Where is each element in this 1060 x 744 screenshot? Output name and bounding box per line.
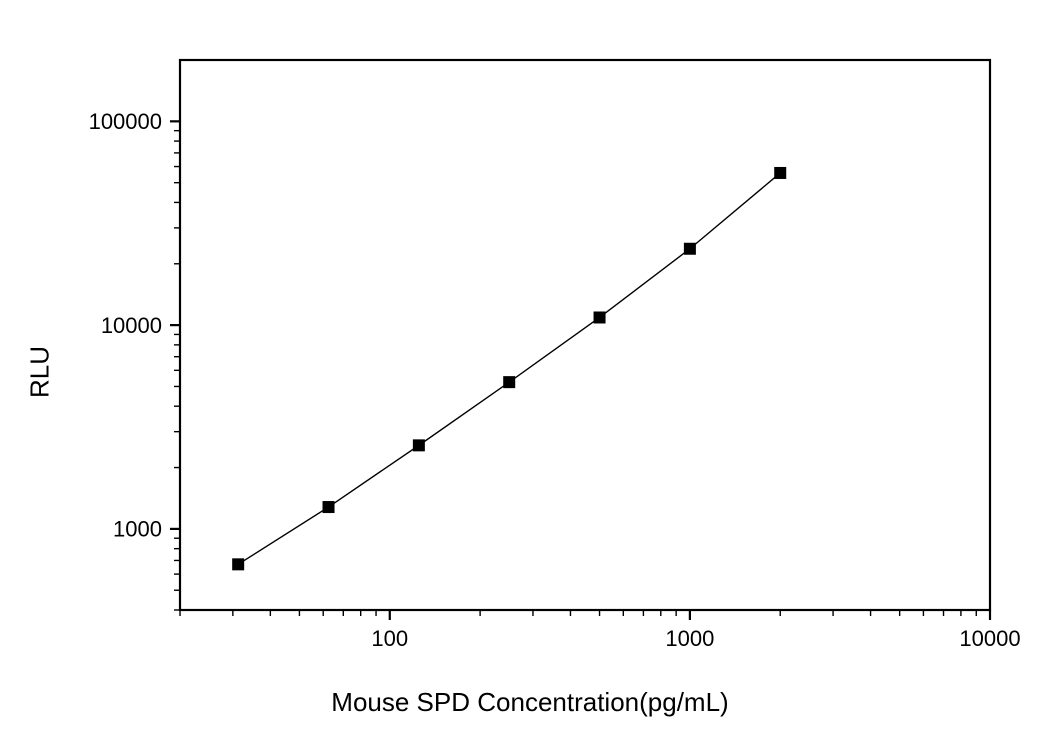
data-marker — [323, 501, 335, 513]
chart-container: RLU Mouse SPD Concentration(pg/mL) 10010… — [0, 0, 1060, 744]
x-tick-label: 100 — [371, 626, 408, 651]
y-axis-label: RLU — [25, 346, 56, 398]
data-marker — [232, 558, 244, 570]
data-marker — [594, 311, 606, 323]
x-axis-label: Mouse SPD Concentration(pg/mL) — [331, 687, 728, 718]
y-tick-label: 1000 — [113, 517, 162, 542]
y-tick-label: 100000 — [89, 109, 162, 134]
data-marker — [413, 439, 425, 451]
x-tick-label: 10000 — [959, 626, 1020, 651]
x-tick-label: 1000 — [665, 626, 714, 651]
data-line — [238, 173, 780, 564]
data-marker — [684, 243, 696, 255]
data-marker — [503, 376, 515, 388]
data-marker — [774, 167, 786, 179]
chart-svg: 100 1000 10000 1000 10000 100000 — [0, 0, 1060, 744]
y-tick-label: 10000 — [101, 313, 162, 338]
plot-frame — [180, 60, 990, 610]
